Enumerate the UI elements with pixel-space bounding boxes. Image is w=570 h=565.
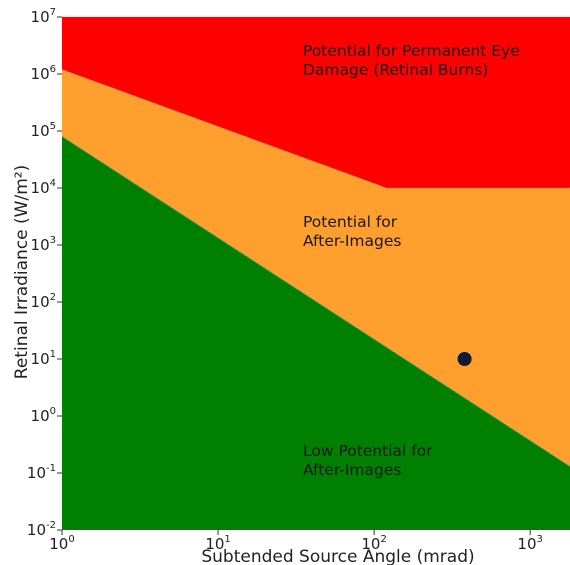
data-point — [457, 352, 472, 366]
x-axis-label: Subtended Source Angle (mrad) — [201, 547, 474, 565]
x-tick-label: 101 — [205, 534, 230, 553]
hazard-regions — [61, 17, 570, 530]
y-tick-label: 10-2 — [27, 520, 56, 539]
region-label-line: Low Potential for — [303, 442, 433, 460]
y-tick-label: 106 — [31, 64, 56, 83]
y-axis-label: Retinal Irradiance (W/m²) — [12, 165, 32, 379]
y-tick-label: 107 — [31, 7, 56, 26]
burn-threshold-line — [61, 69, 570, 189]
region-label-line: After-Images — [303, 461, 401, 479]
region-green — [62, 136, 570, 530]
region-label-line: Potential for — [303, 213, 398, 231]
region-label-orange: Potential for After-Images — [303, 213, 401, 250]
region-label-red: Potential for Permanent Eye Damage (Retin… — [303, 42, 520, 79]
y-tick-label: 100 — [31, 406, 56, 425]
region-orange — [62, 69, 570, 467]
y-tick-label: 103 — [31, 235, 56, 254]
x-tick-label: 102 — [361, 534, 386, 553]
y-tick-label: 10-1 — [27, 463, 56, 482]
y-tick-label: 102 — [31, 292, 56, 311]
x-tick-label: 100 — [49, 534, 74, 553]
region-red — [62, 17, 570, 188]
region-labels: Potential for Permanent Eye Damage (Retin… — [303, 42, 520, 479]
y-tick-label: 104 — [31, 178, 56, 197]
region-label-green: Low Potential for After-Images — [303, 442, 433, 479]
after-image-threshold-line — [61, 136, 570, 467]
region-label-line: Potential for Permanent Eye — [303, 42, 520, 60]
axis-ticks: 10-2 10-1 100 101 102 103 104 105 106 107 100 101 10… — [27, 7, 543, 553]
y-tick-label: 101 — [31, 349, 56, 368]
y-tick-label: 105 — [31, 121, 56, 140]
x-tick-label: 103 — [517, 534, 542, 553]
region-label-line: Damage (Retinal Burns) — [303, 61, 488, 79]
region-label-line: After-Images — [303, 232, 401, 250]
